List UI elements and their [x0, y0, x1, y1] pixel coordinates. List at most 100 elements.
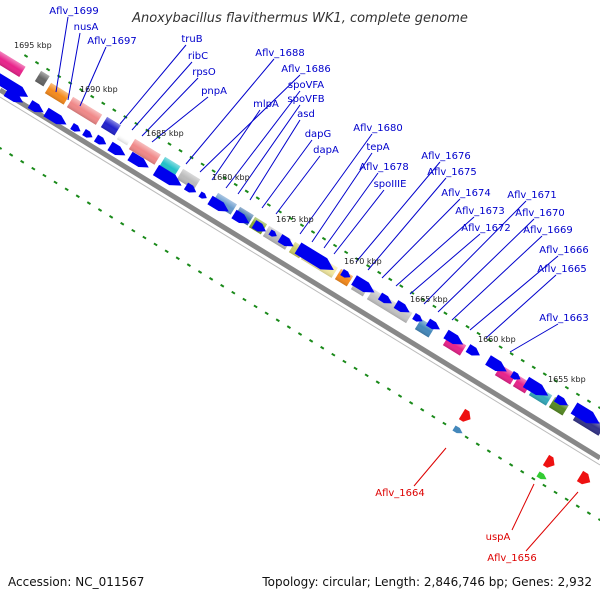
tick-dot-lower: [308, 339, 314, 343]
tick-dot-upper: [531, 365, 536, 370]
kbp-marker-label: 1675 kbp: [276, 215, 314, 224]
gene-label-top: Aflv_1663: [539, 313, 589, 324]
gene-arrow: [231, 209, 250, 224]
feature-segment: [176, 168, 201, 190]
gene-arrow: [251, 220, 266, 232]
feature-segment: [44, 82, 70, 105]
tick-dot-lower: [53, 180, 58, 185]
gene-arrow: [340, 269, 351, 278]
tick-dot-upper: [112, 108, 117, 113]
tick-dot-upper: [597, 406, 600, 410]
gene-arrow: [198, 191, 207, 199]
tick-dot-lower: [208, 277, 214, 281]
gene-label-top: truB: [181, 34, 202, 45]
tick-dot-lower: [142, 235, 147, 240]
gene-arrow: [0, 71, 29, 97]
gene-arrow: [183, 182, 197, 193]
tick-dot-upper: [498, 345, 503, 349]
gene-label-top: Aflv_1676: [421, 151, 471, 162]
leader-line: [509, 323, 559, 353]
tick-dot-lower: [520, 469, 525, 474]
feature-segment: [334, 268, 354, 287]
gene-arrow-small: [452, 425, 463, 434]
leader-line: [299, 133, 373, 235]
tick-dot-upper: [465, 324, 470, 329]
gene-arrow: [43, 107, 67, 125]
tick-dot-upper: [266, 203, 271, 207]
kbp-marker-label: 1695 kbp: [14, 41, 52, 50]
kbp-marker-label: 1670 kbp: [344, 257, 382, 266]
tick-dot-lower: [286, 325, 292, 329]
tick-dot-upper: [476, 331, 481, 336]
tick-dot-upper: [542, 372, 547, 377]
gene-arrow: [351, 275, 375, 293]
gene-label-top: rpsO: [192, 67, 216, 78]
tick-dot-lower: [375, 380, 380, 385]
tick-dot-upper: [553, 379, 558, 383]
tick-dot-lower: [442, 421, 447, 426]
gene-label-top: Aflv_1675: [427, 167, 477, 178]
tick-dot-lower: [431, 414, 436, 419]
tick-dot-lower: [420, 407, 425, 412]
leader-line: [381, 198, 461, 279]
genome-backbone: [0, 87, 600, 466]
tick-dot-upper: [299, 223, 305, 228]
tick-dot-lower: [508, 463, 514, 467]
accession-text: Accession: NC_011567: [8, 575, 144, 589]
kbp-marker-label: 1665 kbp: [410, 295, 448, 304]
gene-label-top: Aflv_1672: [461, 223, 511, 234]
gene-label-top: Aflv_1686: [281, 64, 331, 75]
tick-dot-lower: [586, 511, 592, 515]
gene-arrow: [465, 344, 480, 356]
gene-arrow: [207, 195, 229, 212]
leader-line: [79, 46, 107, 107]
gene-arrow-reverse: [542, 454, 555, 468]
tick-dot-lower: [297, 332, 303, 336]
gene-label-top: mlpA: [253, 99, 279, 110]
gene-label-top: Aflv_1669: [523, 225, 573, 236]
tick-dot-upper: [509, 351, 514, 356]
leader-line-reverse: [511, 483, 535, 531]
tick-dot-upper: [222, 175, 227, 180]
feature-segment: [116, 128, 134, 146]
tick-dot-lower: [75, 194, 80, 199]
tick-dot-lower: [486, 449, 492, 453]
tick-dot-lower: [564, 497, 569, 502]
gene-label-top: Aflv_1671: [507, 190, 557, 201]
tick-dot-upper: [56, 74, 62, 79]
leader-line: [485, 274, 557, 339]
tick-dot-upper: [255, 196, 260, 201]
tick-dot-lower: [497, 456, 503, 460]
gene-label-top: Aflv_1680: [353, 123, 403, 134]
tick-dot-upper: [167, 142, 172, 146]
gene-arrow: [393, 300, 410, 313]
gene-arrow: [152, 164, 182, 186]
tick-dot-upper: [233, 182, 238, 187]
gene-label-top: Aflv_1688: [255, 48, 305, 59]
gene-arrows: [0, 71, 600, 485]
leader-line: [249, 119, 301, 201]
gene-arrow: [107, 141, 126, 156]
tick-dot-lower: [242, 297, 247, 302]
gene-arrow: [27, 100, 44, 113]
tick-dot-lower: [97, 208, 103, 212]
gene-arrow-small: [536, 471, 547, 480]
feature-segment: [414, 318, 435, 338]
tick-dot-lower: [397, 394, 403, 398]
gene-label-bottom: Aflv_1656: [487, 553, 537, 564]
tick-dot-lower: [386, 387, 392, 391]
gene-arrow: [93, 134, 107, 145]
leader-line: [211, 109, 261, 181]
gene-label-top: Aflv_1665: [537, 264, 587, 275]
leader-line: [367, 177, 447, 271]
leader-line: [451, 235, 543, 321]
tick-dot-lower: [342, 359, 347, 364]
gene-arrow: [553, 394, 568, 406]
gene-arrow: [510, 371, 521, 380]
tick-dot-upper: [288, 216, 294, 221]
leader-line: [237, 104, 301, 195]
tick-dot-lower: [231, 290, 236, 295]
gene-label-top: spoIIIE: [374, 179, 407, 190]
gene-label-top: Aflv_1666: [539, 245, 589, 256]
tick-dot-upper: [79, 87, 84, 92]
